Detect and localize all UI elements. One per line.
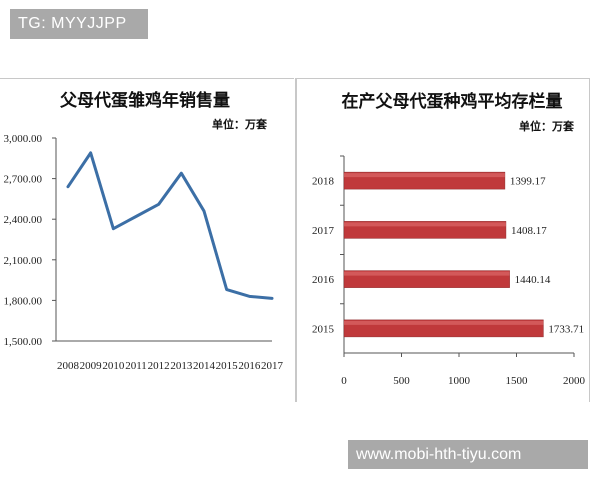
x-tick-label: 1500 — [506, 375, 529, 387]
line-chart-panel: 父母代蛋雏鸡年销售量 单位：万套 1,500.00 1,800.00 2,100.0… — [4, 90, 284, 372]
bar-highlight — [344, 173, 505, 178]
bar-chart-title: 在产父母代蛋种鸡平均存栏量 — [342, 91, 563, 112]
right-panel-top-border — [297, 78, 590, 79]
y-tick-label: 2017 — [312, 225, 335, 237]
y-tick-label: 2018 — [312, 176, 335, 188]
y-tick-label: 1,800.00 — [4, 295, 43, 307]
line-chart-title: 父母代蛋雏鸡年销售量 — [59, 90, 230, 111]
x-tick-label: 2016 — [238, 360, 261, 372]
bar-highlight — [344, 320, 544, 325]
y-tick-label: 2,700.00 — [4, 174, 43, 186]
y-tick-label: 2,400.00 — [4, 214, 43, 226]
bar-data-label: 1440.14 — [515, 274, 551, 286]
x-tick-label: 2017 — [261, 360, 284, 372]
x-tick-label: 2010 — [102, 360, 125, 372]
x-tick-label: 500 — [393, 375, 410, 387]
x-tick-label: 2011 — [125, 360, 147, 372]
y-tick-label: 3,000.00 — [4, 133, 43, 145]
y-tick-label: 2015 — [312, 323, 335, 335]
bar-highlight — [344, 222, 506, 227]
y-tick-label: 2016 — [312, 274, 335, 286]
x-tick-label: 2014 — [193, 360, 216, 372]
bar-data-label: 1408.17 — [511, 225, 547, 237]
y-tick-label: 1,500.00 — [4, 336, 43, 348]
top-watermark: TG: MYYJJPP — [10, 9, 148, 39]
bottom-watermark: www.mobi-hth-tiyu.com — [348, 440, 588, 469]
panel-divider — [295, 78, 297, 402]
y-tick-label: 2,100.00 — [4, 255, 43, 267]
x-tick-label: 2013 — [170, 360, 193, 372]
line-chart-unit: 单位：万套 — [212, 117, 268, 131]
bar-chart-plot: 0 500 1000 1500 2000 2018 1399.17 2017 1408.17 20… — [312, 155, 586, 387]
bar-highlight — [344, 271, 510, 276]
bar-data-label: 1733.71 — [548, 323, 584, 335]
bar-chart-panel: 在产父母代蛋种鸡平均存栏量 单位：万套 0 500 1000 1500 2000 2018… — [312, 91, 586, 387]
x-tick-label: 1000 — [448, 375, 471, 387]
x-tick-label: 2015 — [216, 360, 239, 372]
bar-data-label: 1399.17 — [510, 176, 546, 188]
x-tick-label: 0 — [341, 375, 347, 387]
line-series — [66, 151, 274, 300]
right-panel-right-border — [589, 78, 590, 402]
line-chart-plot: 1,500.00 1,800.00 2,100.00 2,400.00 2,700.00… — [4, 133, 284, 372]
x-tick-label: 2008 — [57, 360, 80, 372]
left-panel-top-border — [0, 78, 294, 79]
x-tick-label: 2009 — [80, 360, 103, 372]
x-tick-label: 2000 — [563, 375, 586, 387]
bar-chart-unit: 单位：万套 — [519, 119, 575, 133]
x-tick-label: 2012 — [148, 360, 170, 372]
